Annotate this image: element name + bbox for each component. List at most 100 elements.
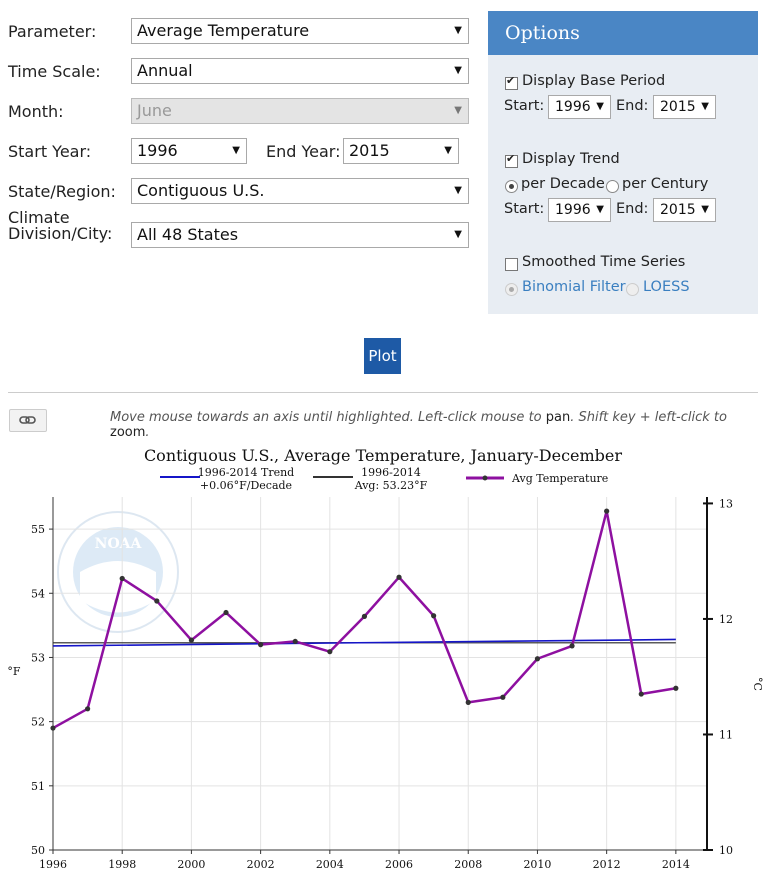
y-tick-label: 54	[31, 587, 45, 600]
legend-series-label: Avg Temperature	[511, 472, 608, 485]
data-point[interactable]	[604, 508, 610, 514]
data-point[interactable]	[500, 694, 506, 700]
data-point[interactable]	[50, 725, 56, 731]
loess-label: LOESS	[643, 279, 690, 295]
y2-tick-label: 10	[719, 844, 733, 857]
base-end-value: 2015	[660, 99, 696, 115]
hint-text-1: Move mouse towards an axis until highlig…	[110, 410, 546, 425]
division-label-line2: Division/City:	[8, 224, 113, 243]
base-start-select[interactable]: 1996 ▼	[548, 95, 611, 119]
plot-hint: Move mouse towards an axis until highlig…	[110, 410, 770, 440]
legend-avg-sublabel: Avg: 53.23°F	[354, 479, 428, 492]
trend-start-label: Start:	[504, 201, 545, 217]
chevron-down-icon: ▼	[701, 101, 709, 112]
data-point[interactable]	[119, 575, 125, 582]
parameter-select[interactable]: Average Temperature ▼	[131, 18, 469, 44]
y-tick-label: 52	[31, 716, 45, 729]
data-point[interactable]	[638, 691, 644, 697]
x-tick-label: 2012	[593, 858, 621, 871]
x-tick-label: 2010	[523, 858, 551, 871]
division-select[interactable]: All 48 States ▼	[131, 222, 469, 248]
x-tick-label: 2002	[247, 858, 275, 871]
options-panel: Options Display Base Period Start: 1996 …	[488, 11, 758, 314]
hint-text-2: . Shift key + left-click to	[570, 410, 727, 425]
hint-pan: pan	[545, 410, 571, 425]
legend-series-marker	[482, 475, 488, 481]
per-century-label: per Century	[622, 176, 709, 192]
chevron-down-icon: ▼	[596, 101, 604, 112]
x-tick-label: 2006	[385, 858, 413, 871]
x-tick-label: 1996	[39, 858, 67, 871]
chevron-down-icon: ▼	[444, 145, 452, 156]
plot-button[interactable]: Plot	[364, 338, 401, 374]
smoothed-checkbox[interactable]	[505, 258, 518, 271]
temperature-chart[interactable]: Contiguous U.S., Average Temperature, Ja…	[0, 440, 770, 890]
data-point[interactable]	[534, 656, 541, 662]
trend-start-value: 1996	[555, 202, 591, 218]
legend-trend-sublabel: +0.06°F/Decade	[200, 479, 292, 492]
data-point[interactable]	[258, 642, 264, 648]
hint-text-3: .	[145, 425, 150, 440]
per-decade-label: per Decade	[521, 176, 605, 192]
plot-area: 50 51 52 53 54 55 1996 1998 2000 2002 2004 2006 2008…	[31, 497, 733, 871]
data-point[interactable]	[569, 643, 575, 649]
state-label: State/Region:	[8, 182, 116, 201]
link-button[interactable]	[9, 409, 47, 432]
y-tick-label: 50	[31, 844, 45, 857]
trend-end-label: End:	[616, 201, 649, 217]
end-year-select[interactable]: 2015 ▼	[343, 138, 459, 164]
link-icon	[19, 416, 36, 424]
data-point[interactable]	[673, 685, 679, 691]
base-start-value: 1996	[555, 99, 591, 115]
trend-label: Display Trend	[522, 151, 620, 167]
trend-start-select[interactable]: 1996 ▼	[548, 198, 611, 222]
base-period-label: Display Base Period	[522, 73, 666, 89]
parameter-value: Average Temperature	[137, 21, 310, 40]
binomial-radio[interactable]	[505, 283, 518, 296]
y-tick-label: 51	[31, 780, 45, 793]
month-value: June	[137, 101, 172, 120]
base-end-label: End:	[616, 98, 649, 114]
y2-tick-label: 11	[719, 728, 733, 741]
x-tick-label: 2000	[177, 858, 205, 871]
timescale-label: Time Scale:	[8, 62, 101, 81]
data-point[interactable]	[223, 609, 229, 616]
data-point[interactable]	[188, 637, 195, 643]
data-point[interactable]	[465, 699, 471, 705]
division-value: All 48 States	[137, 225, 239, 244]
state-value: Contiguous U.S.	[137, 181, 265, 200]
data-point[interactable]	[85, 706, 91, 712]
end-year-value: 2015	[349, 141, 390, 160]
data-point[interactable]	[361, 613, 368, 619]
month-select: June ▼	[131, 98, 469, 124]
timescale-select[interactable]: Annual ▼	[131, 58, 469, 84]
trend-checkbox[interactable]	[505, 152, 518, 168]
chevron-down-icon: ▼	[454, 25, 462, 36]
noaa-logo: NOAA	[57, 511, 179, 633]
per-decade-radio[interactable]	[505, 180, 518, 193]
x-tick-label: 2014	[662, 858, 690, 871]
trend-end-select[interactable]: 2015 ▼	[653, 198, 716, 222]
data-point[interactable]	[154, 598, 160, 604]
base-end-select[interactable]: 2015 ▼	[653, 95, 716, 119]
month-label: Month:	[8, 102, 64, 121]
chevron-down-icon: ▼	[596, 204, 604, 215]
chevron-down-icon: ▼	[454, 105, 462, 116]
data-point[interactable]	[396, 574, 402, 580]
base-start-label: Start:	[504, 98, 545, 114]
per-century-radio[interactable]	[606, 180, 619, 193]
data-point[interactable]	[327, 649, 333, 655]
binomial-label: Binomial Filter	[522, 279, 626, 295]
data-point[interactable]	[292, 638, 298, 645]
state-select[interactable]: Contiguous U.S. ▼	[131, 178, 469, 204]
chevron-down-icon: ▼	[454, 65, 462, 76]
start-year-label: Start Year:	[8, 142, 92, 161]
trend-end-value: 2015	[660, 202, 696, 218]
end-year-label: End Year:	[266, 142, 341, 161]
start-year-value: 1996	[137, 141, 178, 160]
loess-radio[interactable]	[626, 283, 639, 296]
data-point[interactable]	[431, 613, 437, 619]
start-year-select[interactable]: 1996 ▼	[131, 138, 247, 164]
x-tick-label: 2008	[454, 858, 482, 871]
base-period-checkbox[interactable]	[505, 74, 518, 90]
